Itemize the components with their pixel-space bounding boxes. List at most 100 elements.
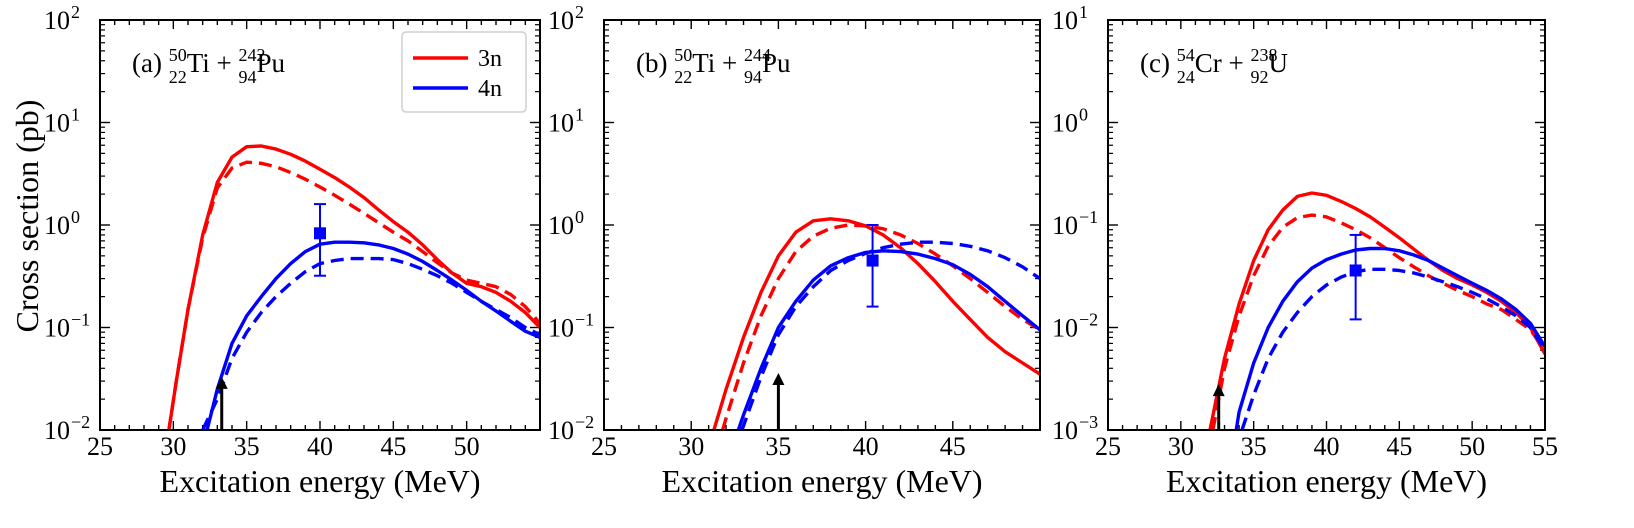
series-3n-dashed: [720, 223, 1040, 430]
plot-frame: [99, 19, 541, 431]
panel-label: (b) 50 22Ti + 244 94Pu: [636, 45, 791, 87]
y-tick-label: 10: [44, 211, 70, 240]
data-point: [866, 254, 879, 267]
x-tick-label: 35: [765, 432, 791, 461]
panel-letter: (c): [1140, 48, 1177, 78]
threshold-arrow-head: [1212, 384, 1225, 397]
x-tick-label: 25: [591, 432, 617, 461]
x-tick-label: 25: [87, 432, 113, 461]
plot-frame: [603, 19, 1041, 431]
y-tick-exponent: 2: [71, 2, 80, 22]
y-tick-exponent: −1: [1079, 207, 1098, 227]
mass-number: 50: [674, 45, 692, 65]
y-tick-exponent: 1: [71, 105, 80, 125]
operator: +: [210, 48, 239, 78]
y-tick-exponent: 0: [1079, 105, 1088, 125]
x-tick-label: 30: [160, 432, 186, 461]
data-point: [1349, 264, 1362, 277]
y-tick-label: 10: [1052, 109, 1078, 138]
x-tick-label: 40: [1314, 432, 1340, 461]
series-4n-dashed: [740, 240, 1040, 430]
threshold-arrow-head: [215, 376, 228, 389]
data-point: [314, 227, 326, 240]
x-tick-label: 40: [853, 432, 879, 461]
atomic-number: 24: [1177, 67, 1195, 87]
series-group: [1208, 191, 1545, 430]
mass-number: 242: [239, 45, 266, 65]
panel-label: (a) 50 22Ti + 242 94Pu: [132, 45, 286, 87]
y-tick-label: 10: [44, 6, 70, 35]
y-tick-exponent: 1: [1079, 2, 1088, 22]
x-tick-label: 45: [1386, 432, 1412, 461]
y-tick-exponent: −2: [71, 412, 90, 432]
x-tick-label: 50: [454, 432, 480, 461]
atomic-number: 22: [674, 67, 692, 87]
atomic-number: 92: [1250, 67, 1268, 87]
atomic-number: 94: [744, 67, 762, 87]
x-tick-label: 45: [940, 432, 966, 461]
series-3n-dashed: [1211, 213, 1545, 430]
series-group: [167, 144, 540, 430]
mass-number: 244: [744, 45, 771, 65]
y-tick-label: 10: [44, 416, 70, 445]
element: Pu: [762, 48, 791, 78]
panel-letter: (a): [132, 48, 169, 78]
series-group: [712, 217, 1040, 430]
x-tick-label: 50: [1459, 432, 1485, 461]
y-tick-label: 10: [44, 314, 70, 343]
x-axis-title: Excitation energy (MeV): [159, 463, 480, 499]
x-tick-label: 35: [1241, 432, 1267, 461]
y-tick-exponent: 0: [71, 207, 80, 227]
panel-letter: (b): [636, 48, 674, 78]
series-4n-solid: [1234, 246, 1545, 430]
y-tick-label: 10: [548, 416, 574, 445]
y-tick-label: 10: [548, 109, 574, 138]
element: U: [1268, 48, 1288, 78]
series-4n-solid: [205, 240, 540, 430]
y-tick-label: 10: [1052, 314, 1078, 343]
y-tick-exponent: 2: [575, 2, 584, 22]
y-tick-label: 10: [1052, 211, 1078, 240]
plot-frame: [1107, 19, 1546, 431]
panel-label: (c) 54 24Cr + 238 92U: [1140, 45, 1288, 87]
element: Cr: [1195, 48, 1222, 78]
element: Pu: [257, 48, 286, 78]
element: Ti: [187, 48, 210, 78]
y-tick-label: 10: [1052, 6, 1078, 35]
mass-number: 54: [1177, 45, 1195, 65]
y-tick-label: 10: [44, 109, 70, 138]
threshold-arrow-head: [772, 372, 785, 385]
x-tick-label: 25: [1095, 432, 1121, 461]
y-tick-exponent: −2: [575, 412, 594, 432]
x-tick-label: 40: [307, 432, 333, 461]
y-axis-title: Cross section (pb): [9, 100, 45, 333]
x-tick-label: 55: [1532, 432, 1558, 461]
element: Ti: [692, 48, 715, 78]
y-tick-exponent: 0: [575, 207, 584, 227]
x-tick-label: 35: [234, 432, 260, 461]
operator: +: [1222, 48, 1251, 78]
series-4n-solid: [736, 249, 1040, 430]
series-3n-dashed: [167, 160, 540, 430]
series-3n-solid: [167, 144, 540, 430]
y-tick-label: 10: [548, 314, 574, 343]
y-tick-label: 10: [1052, 416, 1078, 445]
y-tick-exponent: −3: [1079, 412, 1098, 432]
legend-box: [401, 31, 527, 113]
x-tick-label: 30: [1168, 432, 1194, 461]
y-tick-exponent: −2: [1079, 310, 1098, 330]
mass-number: 238: [1250, 45, 1277, 65]
atomic-number: 22: [169, 67, 187, 87]
y-tick-exponent: −1: [71, 310, 90, 330]
series-4n-dashed: [201, 256, 540, 430]
atomic-number: 94: [239, 67, 257, 87]
y-tick-label: 10: [548, 6, 574, 35]
x-axis-title: Excitation energy (MeV): [661, 463, 982, 499]
y-tick-exponent: −1: [575, 310, 594, 330]
